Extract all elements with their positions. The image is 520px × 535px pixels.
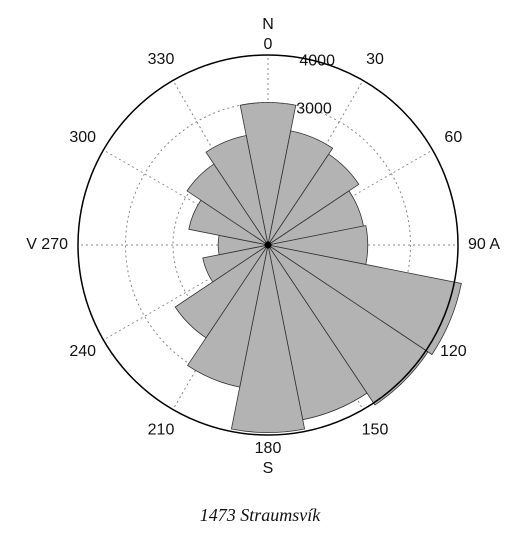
center-dot (264, 241, 272, 249)
radial-tick-label: 3000 (296, 101, 332, 118)
angle-tick-label-210: 210 (148, 422, 175, 439)
sector-135 (267, 244, 429, 406)
sector-22.5 (267, 130, 334, 246)
sector-0 (239, 102, 297, 246)
sector-bars (174, 102, 462, 433)
angle-tick-label-300: 300 (69, 129, 96, 146)
angle-tick-label-30: 30 (366, 51, 384, 68)
angle-tick-label-270: V 270 (26, 236, 68, 253)
angle-tick-label-0: 0 (264, 36, 273, 53)
cardinal-south-label: S (263, 460, 274, 477)
angle-tick-label-330: 330 (148, 51, 175, 68)
cardinal-north-label: N (262, 16, 274, 33)
sector-112.5 (267, 244, 462, 356)
outer-ring (77, 54, 459, 436)
angle-tick-label-60: 60 (444, 129, 462, 146)
sector-337.5 (205, 135, 269, 246)
sector-225 (174, 244, 269, 339)
sector-247.5 (202, 244, 269, 283)
sector-180 (230, 244, 306, 433)
angle-tick-label-90: 90 A (468, 236, 500, 253)
angle-tick-label-120: 120 (440, 343, 467, 360)
chart-labels: 0 30 60 90 A 120 150 180 210 240 V 270 300 330 N S (26, 16, 500, 477)
angle-tick-label-240: 240 (69, 343, 96, 360)
angle-tick-label-180: 180 (255, 440, 282, 457)
sector-202.5 (186, 244, 269, 388)
sector-45 (267, 153, 360, 246)
chart-caption: 1473 Straumsvík (199, 505, 321, 525)
angle-tick-label-150: 150 (362, 422, 389, 439)
